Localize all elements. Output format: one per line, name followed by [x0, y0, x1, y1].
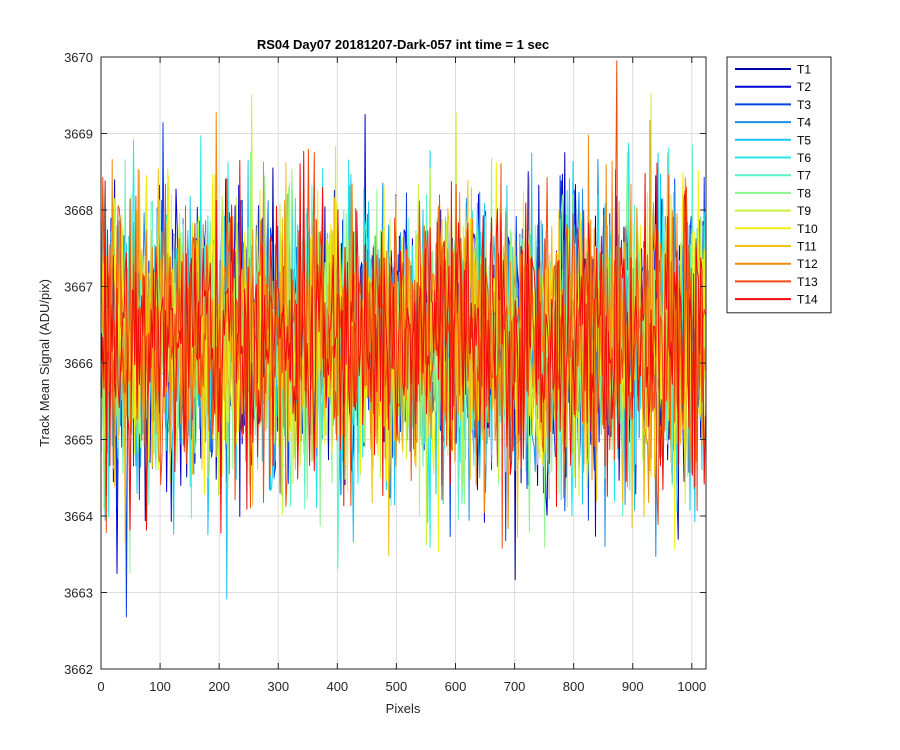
series-layer	[101, 60, 706, 618]
legend-label-t5: T5	[797, 133, 811, 147]
x-tick-label: 100	[149, 679, 171, 694]
x-tick-label: 900	[622, 679, 644, 694]
legend-label-t13: T13	[797, 275, 818, 289]
legend-label-t3: T3	[797, 98, 811, 112]
legend: T1 T2 T3 T4 T5 T6 T7 T8 T9 T10 T11 T12 T13 T14	[726, 56, 832, 314]
x-tick-label: 1000	[677, 679, 706, 694]
legend-label-t11: T11	[797, 240, 817, 254]
y-axis-label: Track Mean Signal (ADU/pix)	[37, 279, 52, 447]
legend-label-t6: T6	[797, 151, 811, 165]
y-tick-label: 3666	[64, 356, 93, 371]
x-tick-label: 600	[445, 679, 467, 694]
y-tick-label: 3664	[64, 509, 93, 524]
legend-label-t1: T1	[797, 63, 811, 77]
legend-label-t7: T7	[797, 169, 811, 183]
chart-title: RS04 Day07 20181207-Dark-057 int time = …	[257, 37, 549, 52]
legend-label-t8: T8	[797, 186, 811, 200]
legend-label-t4: T4	[797, 116, 811, 130]
x-tick-label: 800	[563, 679, 585, 694]
y-tick-label: 3668	[64, 203, 93, 218]
x-tick-label: 500	[386, 679, 408, 694]
x-axis-label: Pixels	[386, 701, 421, 716]
legend-label-t12: T12	[797, 257, 818, 271]
x-tick-label: 200	[208, 679, 230, 694]
legend-label-t9: T9	[797, 204, 811, 218]
legend-label-t10: T10	[797, 222, 818, 236]
x-axis: 0 100 200 300 400 500 600 700 800 900 1000	[97, 57, 706, 694]
y-axis: 3662 3663 3664 3665 3666 3667 3668 3669 3670	[64, 50, 706, 677]
legend-label-t2: T2	[797, 80, 811, 94]
y-tick-label: 3665	[64, 433, 93, 448]
y-tick-label: 3663	[64, 586, 93, 601]
x-tick-label: 700	[504, 679, 526, 694]
x-tick-label: 0	[97, 679, 104, 694]
y-tick-label: 3667	[64, 280, 93, 295]
x-tick-label: 300	[267, 679, 289, 694]
legend-box	[726, 56, 832, 314]
y-tick-label: 3662	[64, 662, 93, 677]
x-tick-label: 400	[326, 679, 348, 694]
legend-label-t14: T14	[797, 293, 818, 307]
series-line-t13	[101, 60, 706, 549]
series-line-t14	[101, 151, 706, 534]
y-tick-label: 3669	[64, 127, 93, 142]
y-tick-label: 3670	[64, 50, 93, 65]
